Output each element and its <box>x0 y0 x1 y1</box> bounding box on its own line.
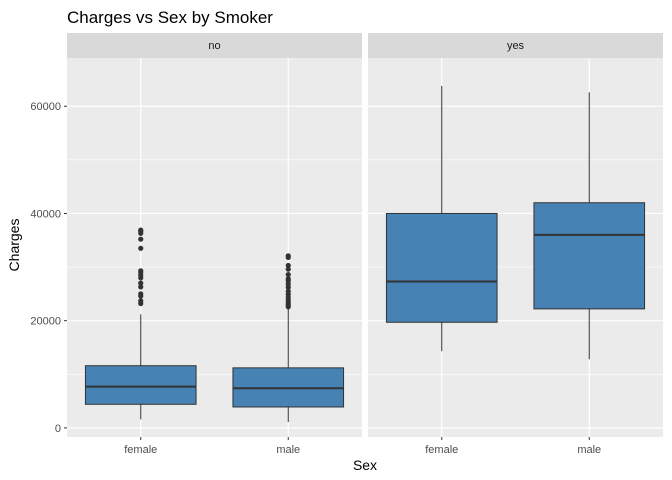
chart-title: Charges vs Sex by Smoker <box>67 8 273 27</box>
outlier-point <box>138 284 144 290</box>
facet-panel-yes: yes female male <box>368 33 663 456</box>
facet-strip-label: no <box>208 40 220 52</box>
outlier-point <box>285 253 291 259</box>
facet-strip <box>368 33 663 58</box>
y-axis: 0 20000 40000 60000 <box>30 101 67 435</box>
outlier-point <box>285 276 291 282</box>
outlier-point <box>138 291 144 297</box>
outlier-point <box>138 245 144 251</box>
box-no-female <box>84 227 197 420</box>
outlier-point <box>285 271 291 278</box>
x-axis-title: Sex <box>353 457 377 473</box>
outlier-point <box>138 227 144 233</box>
iqr-box <box>84 365 197 405</box>
x-tick-label: male <box>577 444 601 456</box>
outlier-point <box>138 280 144 286</box>
outlier-point <box>285 262 291 269</box>
facet-panels: no female male yes female male <box>67 33 663 456</box>
outlier-point <box>285 288 291 294</box>
iqr-box <box>385 212 498 323</box>
facet-panel-no: no female male <box>67 33 362 456</box>
y-tick-label: 60000 <box>30 101 61 113</box>
y-tick-label: 20000 <box>30 316 61 328</box>
outlier-point <box>138 236 144 242</box>
x-tick-label: male <box>276 444 300 456</box>
outlier-point <box>285 266 291 272</box>
y-axis-title: Charges <box>6 219 22 272</box>
x-tick-label: female <box>124 444 157 456</box>
box-no-male <box>232 253 345 422</box>
iqr-box <box>533 202 646 310</box>
outlier-point <box>138 268 144 274</box>
outlier-point <box>138 298 144 304</box>
facet-strip <box>67 33 362 58</box>
box-yes-female <box>385 85 498 352</box>
y-tick-label: 0 <box>55 423 61 435</box>
box-yes-male <box>533 92 646 360</box>
facet-strip-label: yes <box>507 40 525 52</box>
y-tick-label: 40000 <box>30 208 61 220</box>
x-tick-label: female <box>425 444 458 456</box>
